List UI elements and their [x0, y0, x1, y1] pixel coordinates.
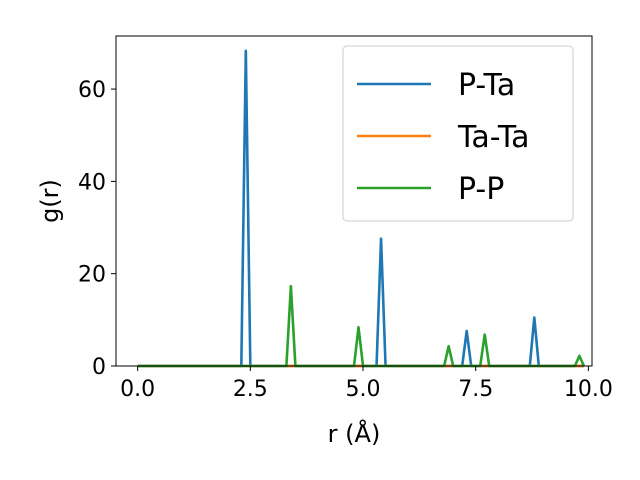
y-tick-label: 40: [78, 170, 106, 195]
legend-label: P-P: [458, 172, 504, 207]
legend-label: P-Ta: [458, 68, 515, 103]
series-line-p-p: [137, 284, 586, 368]
x-tick-label: 5.0: [346, 377, 381, 402]
x-axis: 0.0 2.5 5.0 7.5 10.0: [120, 366, 613, 402]
y-axis-label: g(r): [36, 179, 64, 223]
x-axis-label: r (Å): [328, 419, 381, 448]
legend: P-Ta Ta-Ta P-P: [342, 45, 574, 222]
plot-frame: [115, 35, 593, 367]
legend-label: Ta-Ta: [457, 120, 530, 155]
x-tick-label: 10.0: [564, 377, 613, 402]
x-tick-label: 0.0: [120, 377, 155, 402]
y-tick-label: 20: [78, 263, 106, 288]
y-tick-label: 60: [78, 78, 106, 103]
legend-frame: [342, 45, 574, 222]
y-axis: 0 20 40 60: [78, 78, 116, 380]
y-tick-label: 0: [92, 355, 106, 380]
x-tick-label: 2.5: [233, 377, 268, 402]
x-tick-label: 7.5: [458, 377, 493, 402]
